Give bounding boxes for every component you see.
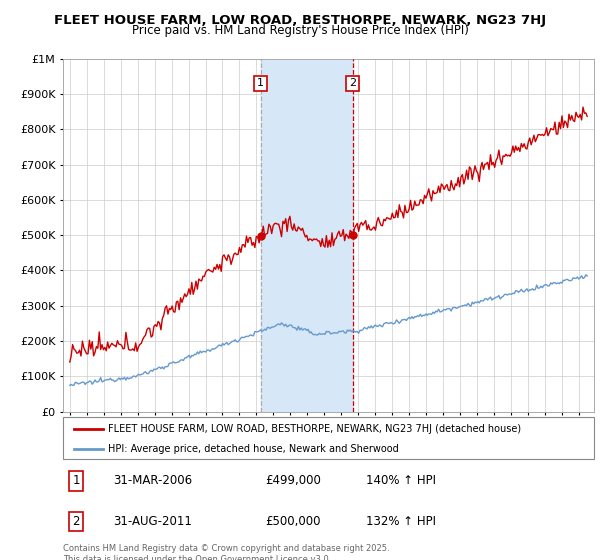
Text: HPI: Average price, detached house, Newark and Sherwood: HPI: Average price, detached house, Newa… xyxy=(108,444,399,454)
Text: FLEET HOUSE FARM, LOW ROAD, BESTHORPE, NEWARK, NG23 7HJ (detached house): FLEET HOUSE FARM, LOW ROAD, BESTHORPE, N… xyxy=(108,424,521,434)
Text: 1: 1 xyxy=(257,78,264,88)
Text: 140% ↑ HPI: 140% ↑ HPI xyxy=(365,474,436,487)
Text: Price paid vs. HM Land Registry's House Price Index (HPI): Price paid vs. HM Land Registry's House … xyxy=(131,24,469,37)
Text: 132% ↑ HPI: 132% ↑ HPI xyxy=(365,515,436,528)
Text: £500,000: £500,000 xyxy=(265,515,320,528)
Bar xyxy=(260,59,353,412)
Text: 31-MAR-2006: 31-MAR-2006 xyxy=(113,474,193,487)
Text: £499,000: £499,000 xyxy=(265,474,320,487)
Text: 2: 2 xyxy=(73,515,80,528)
Text: FLEET HOUSE FARM, LOW ROAD, BESTHORPE, NEWARK, NG23 7HJ: FLEET HOUSE FARM, LOW ROAD, BESTHORPE, N… xyxy=(54,14,546,27)
FancyBboxPatch shape xyxy=(63,417,594,459)
Text: 31-AUG-2011: 31-AUG-2011 xyxy=(113,515,193,528)
Text: 1: 1 xyxy=(73,474,80,487)
Text: Contains HM Land Registry data © Crown copyright and database right 2025.
This d: Contains HM Land Registry data © Crown c… xyxy=(63,544,389,560)
Text: 2: 2 xyxy=(349,78,356,88)
